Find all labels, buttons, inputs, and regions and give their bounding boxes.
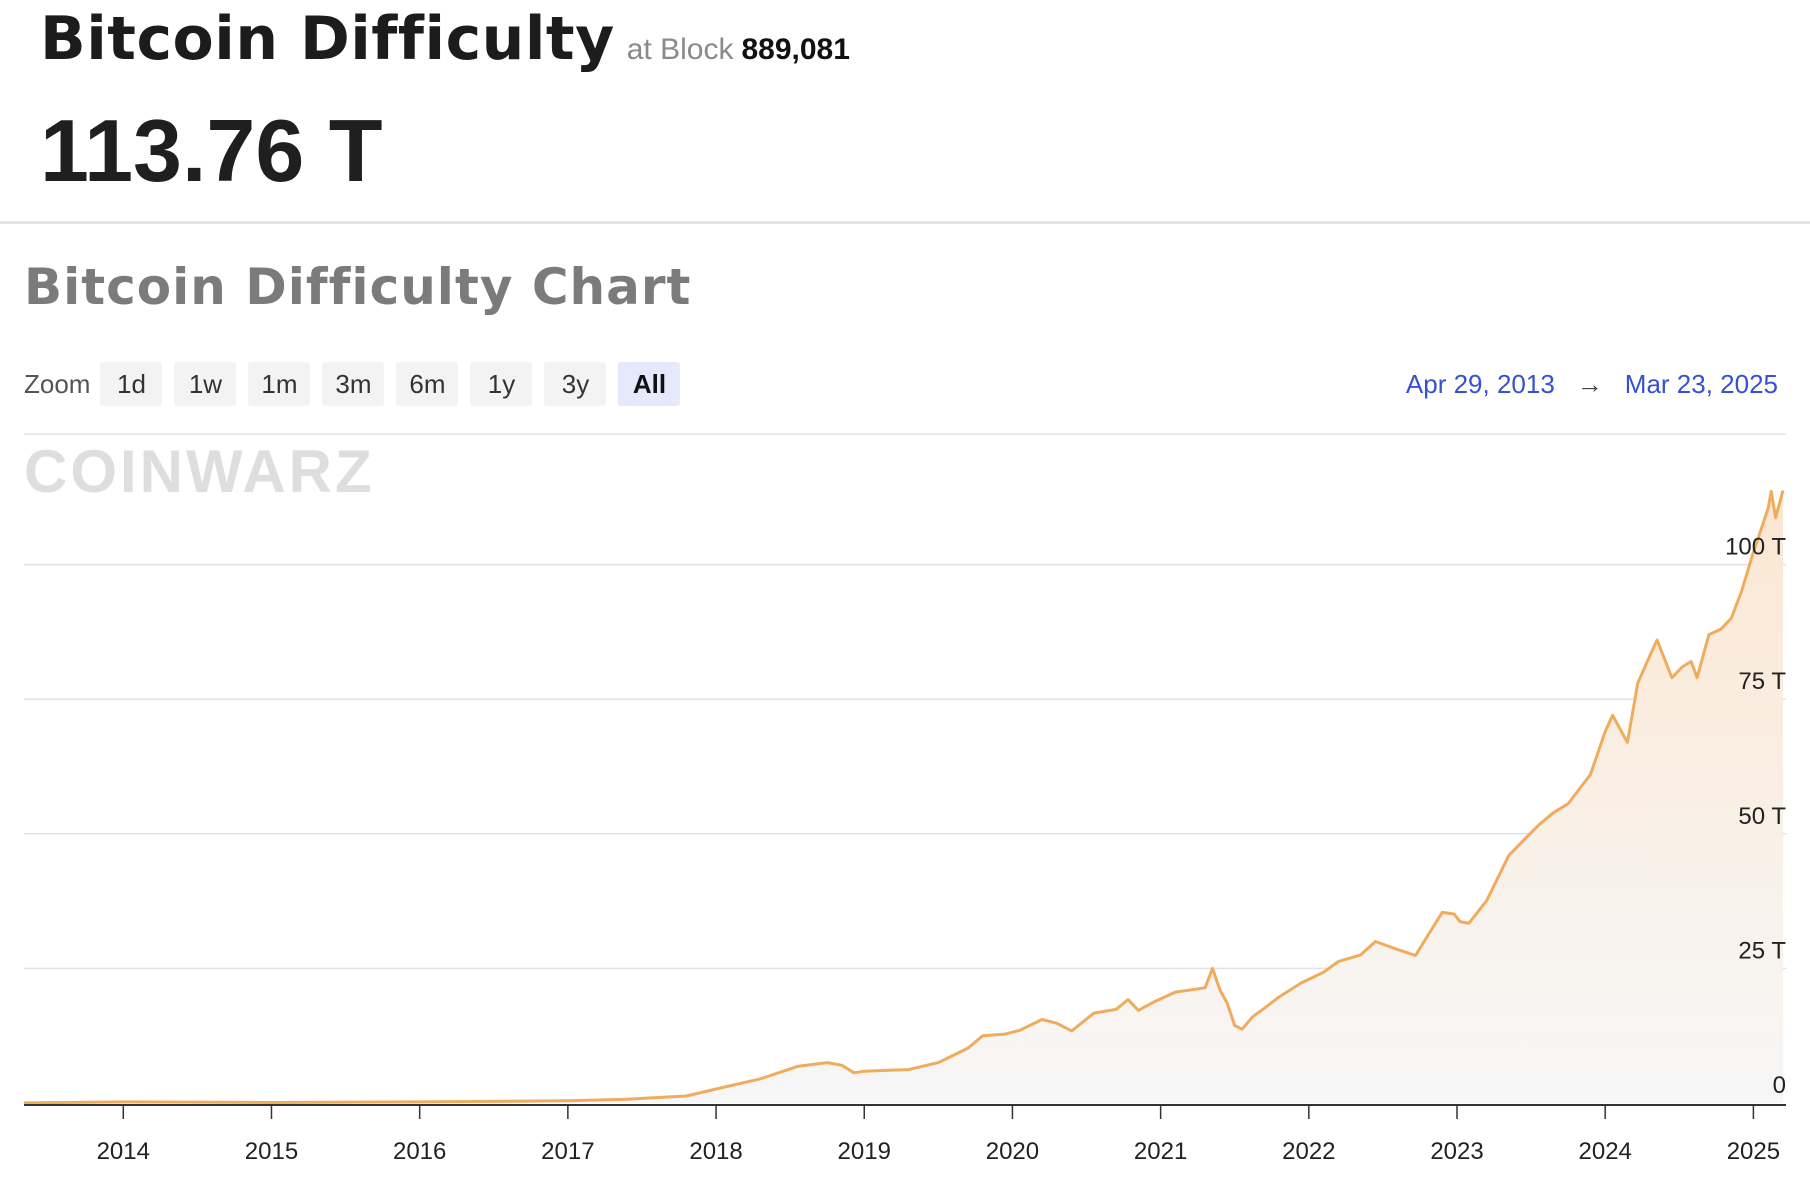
y-axis-ticks: 0 25 T 50 T 75 T 100 T bbox=[1725, 534, 1786, 1099]
difficulty-line bbox=[23, 489, 1785, 1105]
x-tick-label: 2022 bbox=[1282, 1138, 1335, 1165]
zoom-1d-button[interactable]: 1d bbox=[100, 362, 163, 406]
zoom-1y-button[interactable]: 1y bbox=[470, 362, 533, 406]
x-tick-label: 2020 bbox=[986, 1138, 1039, 1165]
range-arrow-icon: → bbox=[1576, 368, 1603, 399]
zoom-3m-button[interactable]: 3m bbox=[322, 362, 385, 406]
x-tick-label: 2021 bbox=[1134, 1138, 1187, 1165]
zoom-1w-button[interactable]: 1w bbox=[174, 362, 237, 406]
zoom-controls: Zoom 1d 1w 1m 3m 6m 1y 3y All bbox=[24, 362, 692, 406]
x-axis: 2014 2015 2016 2017 2018 2019 2020 2021 2022 2023… bbox=[24, 1104, 1786, 1165]
section-divider bbox=[0, 221, 1810, 224]
x-tick-label: 2018 bbox=[689, 1138, 742, 1165]
y-tick-label: 25 T bbox=[1738, 937, 1786, 964]
x-tick-label: 2017 bbox=[541, 1138, 594, 1165]
difficulty-chart: COINWARZ 0 25 T 50 T 75 T 100 T 2014 2015 2016… bbox=[23, 433, 1786, 1165]
coinwarz-watermark: COINWARZ bbox=[24, 438, 375, 505]
x-tick-label: 2024 bbox=[1579, 1138, 1632, 1165]
current-difficulty-value: 113.76 T bbox=[40, 101, 383, 200]
y-tick-label: 75 T bbox=[1738, 668, 1786, 695]
zoom-6m-button[interactable]: 6m bbox=[396, 362, 459, 406]
watermark-logo: COINWARZ bbox=[24, 438, 375, 505]
block-number: 889,081 bbox=[741, 33, 850, 66]
zoom-all-button[interactable]: All bbox=[618, 362, 681, 406]
y-tick-label: 0 bbox=[1773, 1072, 1786, 1099]
at-block-label: at Block bbox=[626, 33, 734, 66]
range-end-date[interactable]: Mar 23, 2025 bbox=[1624, 368, 1778, 399]
x-tick-label: 2014 bbox=[97, 1138, 150, 1165]
y-tick-label: 100 T bbox=[1725, 534, 1786, 561]
chart-title: Bitcoin Difficulty Chart bbox=[24, 258, 692, 316]
date-range: Apr 29, 2013 → Mar 23, 2025 bbox=[1406, 364, 1778, 404]
y-tick-label: 50 T bbox=[1738, 803, 1786, 830]
range-start-date[interactable]: Apr 29, 2013 bbox=[1405, 368, 1555, 399]
chart-container: COINWARZ 0 25 T 50 T 75 T 100 T 2014 2015 2016… bbox=[0, 420, 1810, 1178]
zoom-label: Zoom bbox=[24, 368, 91, 399]
x-tick-label: 2016 bbox=[393, 1138, 446, 1165]
x-tick-label: 2023 bbox=[1430, 1138, 1483, 1165]
page-title: Bitcoin Difficulty bbox=[40, 4, 615, 74]
x-tick-label: 2025 bbox=[1727, 1138, 1780, 1165]
header-title-row: Bitcoin Difficulty at Block 889,081 bbox=[40, 4, 850, 84]
zoom-1m-button[interactable]: 1m bbox=[248, 362, 311, 406]
x-tick-label: 2015 bbox=[245, 1138, 298, 1165]
zoom-3y-button[interactable]: 3y bbox=[544, 362, 607, 406]
x-tick-label: 2019 bbox=[838, 1138, 891, 1165]
difficulty-area bbox=[24, 490, 1784, 1103]
